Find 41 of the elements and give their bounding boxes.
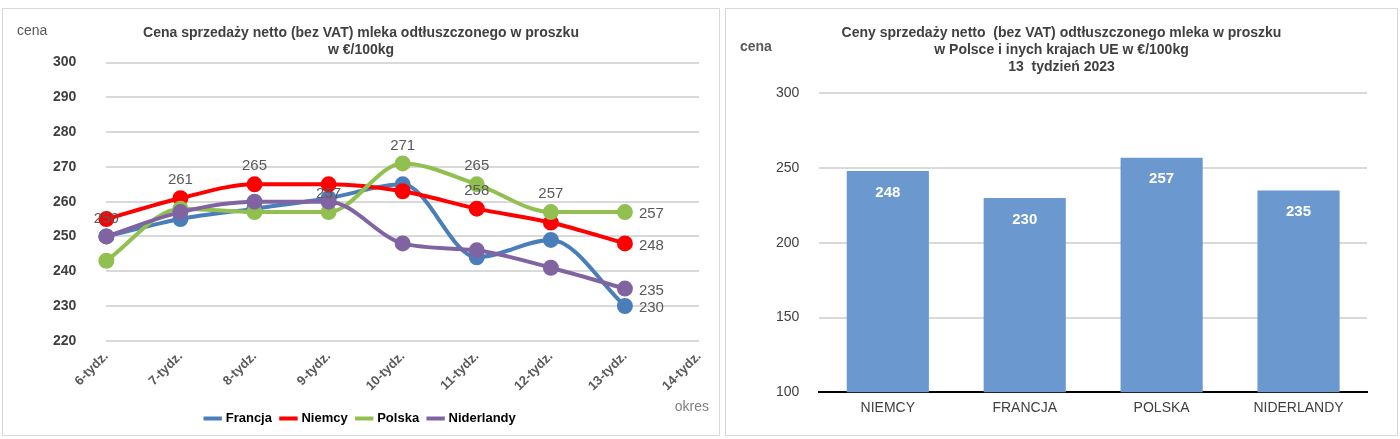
x-axis-title: okres [674, 397, 709, 414]
y-tick-label: 100 [776, 383, 800, 400]
legend-label: Niemcy [301, 410, 349, 426]
y-tick-label: 280 [53, 123, 77, 139]
y-tick-label: 150 [776, 308, 800, 325]
data-label: 230 [1012, 209, 1038, 227]
data-label: 261 [167, 170, 193, 188]
y-tick-label: 260 [53, 192, 77, 209]
y-tick-label: 240 [53, 262, 77, 279]
data-label: 230 [638, 298, 664, 316]
x-tick-label: POLSKA [1133, 399, 1191, 416]
chart-title: Cena sprzedaży netto (bez VAT) mleka odtłuszczonego w proszku w €/100kg [143, 24, 579, 58]
data-label: 248 [875, 182, 901, 200]
y-tick-label: 300 [53, 53, 77, 70]
data-label: 235 [638, 280, 664, 298]
y-tick-label: 250 [776, 158, 800, 175]
y-tick-label: 200 [776, 233, 800, 250]
legend-label: Polska [377, 410, 420, 426]
y-tick-label: 250 [53, 227, 77, 244]
data-label: 235 [1286, 202, 1312, 220]
y-axis-title: cena [740, 37, 773, 54]
data-label: 257 [1149, 169, 1175, 187]
data-label: 248 [638, 235, 664, 253]
chart-title: Ceny sprzedaży netto (bez VAT) odtłuszczonego mleka w proszku w Polsce i inych krajach UE w €/100kg 13 tydzień 2023 [841, 24, 1282, 74]
x-tick-label: NIEMCY [860, 399, 916, 416]
y-tick-label: 300 [776, 84, 800, 101]
data-label: 257 [316, 184, 342, 202]
data-label: 257 [538, 184, 564, 202]
data-label: 265 [464, 156, 490, 174]
x-tick-label: FRANCJA [992, 399, 1058, 416]
legend-label: Niderlandy [448, 410, 517, 426]
y-tick-label: 290 [53, 88, 77, 105]
data-label: 265 [242, 156, 268, 174]
y-tick-label: 220 [53, 331, 77, 348]
y-axis-title: cena [17, 21, 48, 38]
data-label: 271 [390, 135, 416, 153]
x-tick-label: NIDERLANDY [1253, 399, 1345, 416]
y-tick-label: 270 [53, 157, 77, 174]
data-label: 257 [638, 204, 664, 222]
y-tick-label: 230 [53, 296, 77, 313]
legend-label: Francja [225, 410, 273, 426]
